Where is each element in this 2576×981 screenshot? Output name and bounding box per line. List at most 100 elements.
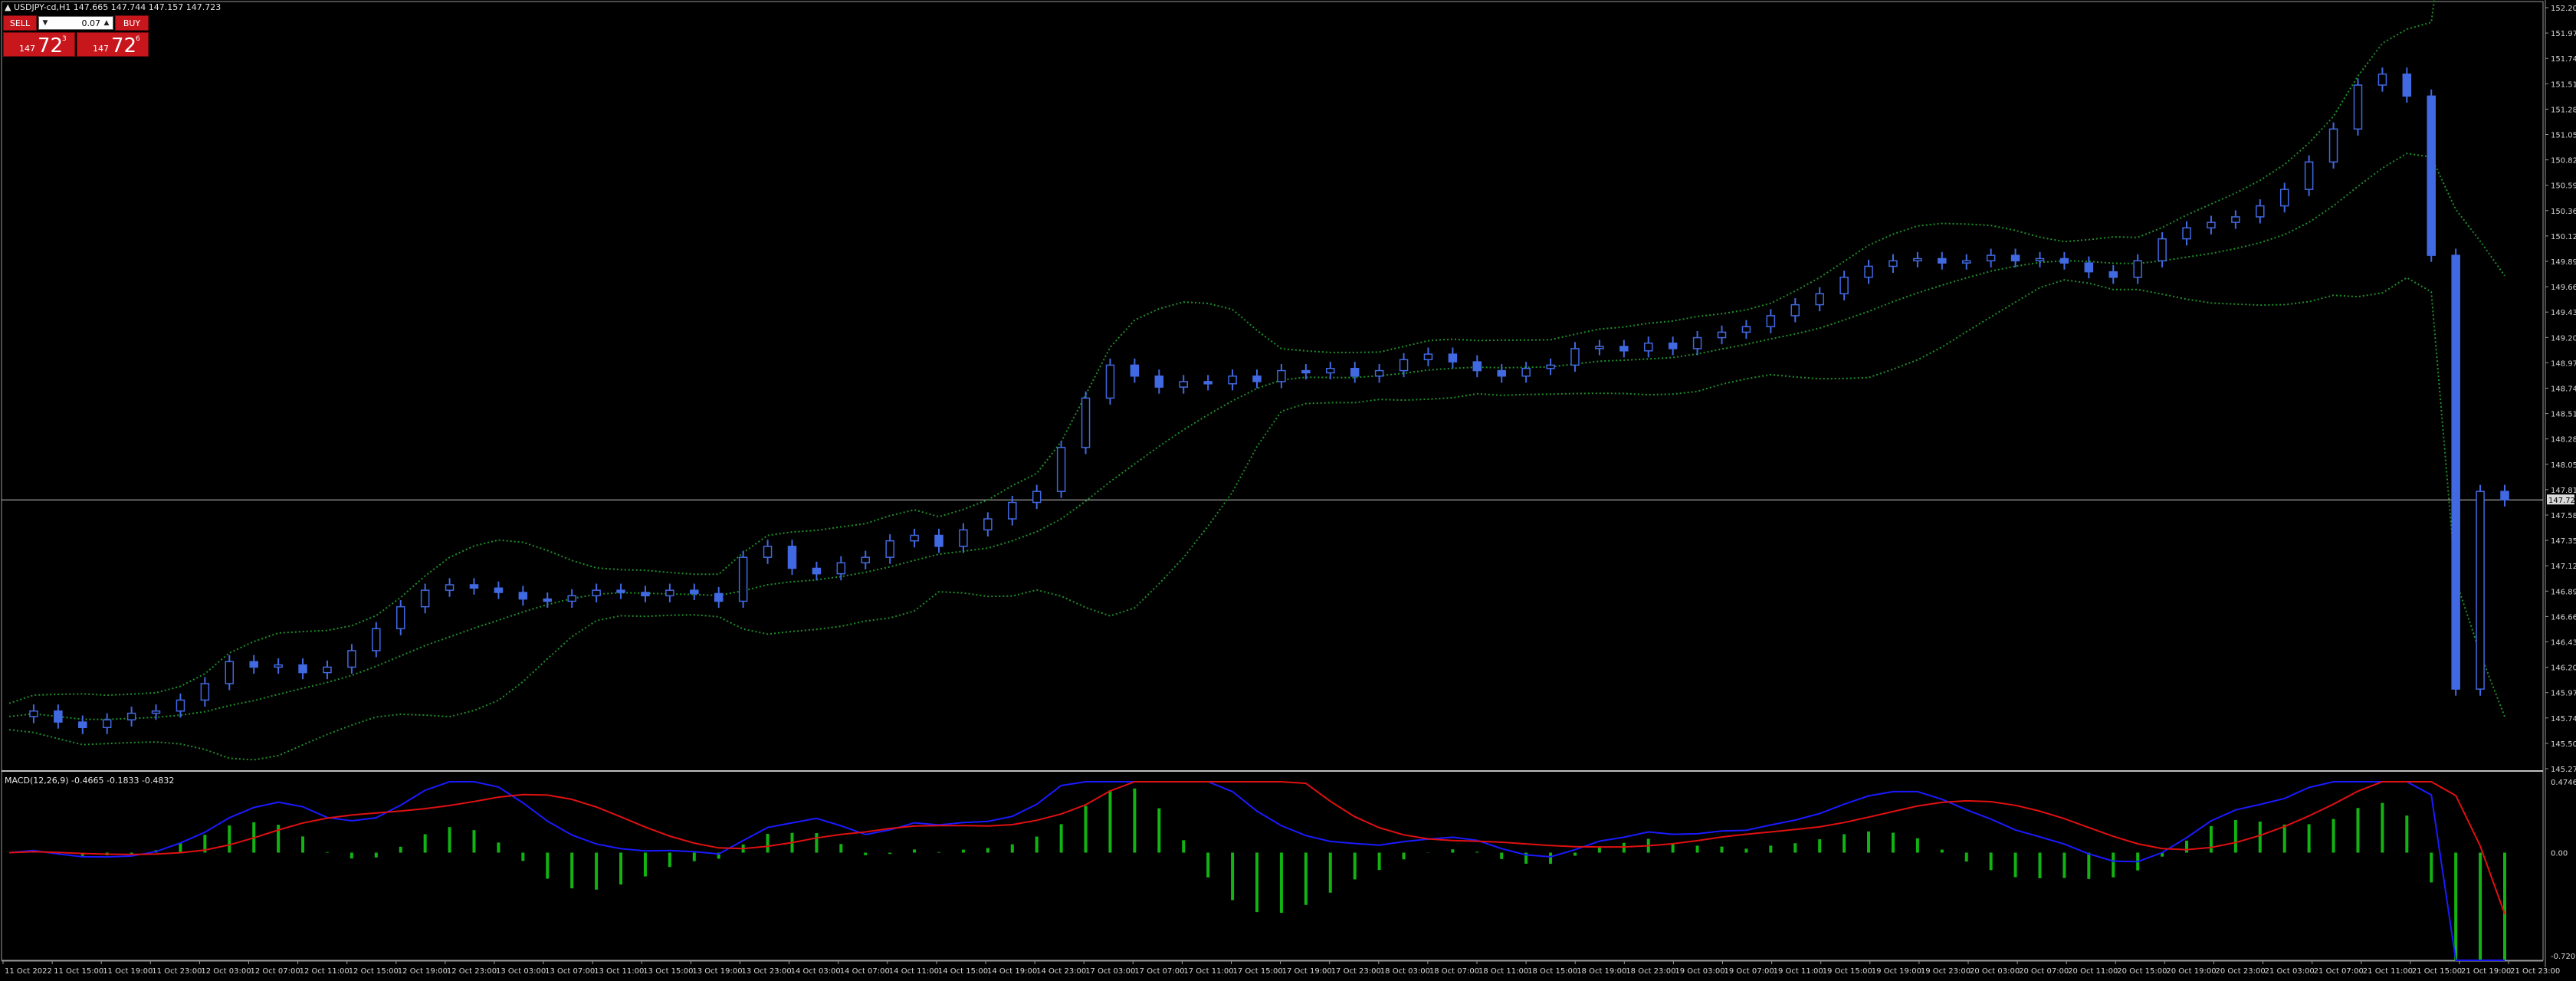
candle-body — [690, 589, 699, 595]
bid-price-prefix: 147 — [19, 44, 35, 54]
candle-body — [469, 584, 479, 589]
sell-button[interactable]: SELL — [3, 15, 37, 31]
candle-body — [2279, 189, 2289, 207]
trade-panel-top-row: SELL ▼ 0.07 ▲ BUY — [3, 15, 149, 31]
candle-body — [934, 534, 943, 547]
price-axis-label: 147.355 — [2551, 537, 2576, 546]
candle-body — [2476, 490, 2485, 690]
volume-increase-arrow-icon[interactable]: ▲ — [103, 19, 110, 27]
candle-body — [1448, 353, 1458, 363]
candle-body — [323, 666, 332, 674]
time-axis-label: 18 Oct 19:00 — [1577, 967, 1626, 976]
price-axis-label: 145.275 — [2551, 766, 2576, 774]
time-axis-label: 18 Oct 23:00 — [1626, 967, 1675, 976]
price-axis-label: 151.050 — [2551, 132, 2576, 140]
candle-body — [494, 587, 504, 593]
time-axis-label: 19 Oct 03:00 — [1675, 967, 1724, 976]
candle-body — [1986, 254, 1996, 262]
candle-body — [1864, 265, 1873, 278]
candle-body — [200, 683, 210, 701]
bid-price-pips: 72 — [38, 34, 64, 57]
time-axis-label: 12 Oct 07:00 — [251, 967, 300, 976]
ask-price-fraction: 6 — [136, 35, 140, 43]
time-axis-label: 12 Oct 11:00 — [300, 967, 349, 976]
candle-body — [2158, 238, 2167, 262]
volume-decrease-arrow-icon[interactable]: ▼ — [42, 19, 48, 27]
candle-body — [885, 540, 894, 558]
price-axis-label: 145.740 — [2551, 715, 2576, 723]
time-axis-label: 11 Oct 2022 — [5, 967, 52, 976]
candle-body — [543, 598, 553, 602]
price-axis-label: 149.895 — [2551, 258, 2576, 267]
candle-body — [1423, 353, 1433, 360]
time-axis-label: 21 Oct 15:00 — [2412, 967, 2462, 976]
candle-body — [2377, 73, 2387, 86]
buy-price-box[interactable]: 147 72 6 — [77, 32, 149, 57]
time-axis-label: 13 Oct 19:00 — [692, 967, 742, 976]
candle-body — [249, 661, 258, 668]
candle-body — [1154, 375, 1164, 388]
bid-price-fraction: 3 — [62, 35, 67, 43]
candle-body — [2353, 84, 2363, 130]
candle-body — [1815, 293, 1824, 306]
bollinger-lower-band — [8, 277, 2505, 761]
time-axis-label: 19 Oct 19:00 — [1872, 967, 1921, 976]
macd-axis-label: 0.4746 — [2551, 779, 2576, 787]
candle-body — [1008, 501, 1017, 520]
candle-body — [1326, 367, 1335, 374]
time-axis-label: 20 Oct 11:00 — [2068, 967, 2118, 976]
candle-body — [1595, 346, 1604, 349]
candle-body — [225, 661, 235, 684]
time-axis-label: 17 Oct 07:00 — [1134, 967, 1184, 976]
current-price-tag — [2547, 494, 2574, 505]
candle-body — [29, 710, 38, 717]
time-axis-label: 21 Oct 03:00 — [2265, 967, 2315, 976]
price-axis-label: 148.050 — [2551, 461, 2576, 470]
candle-body — [2304, 161, 2314, 190]
price-axis-label: 146.200 — [2551, 664, 2576, 673]
time-axis-label: 12 Oct 15:00 — [349, 967, 399, 976]
chart-title: ▲ USDJPY-cd,H1 147.665 147.744 147.157 1… — [5, 2, 222, 12]
price-axis-label: 150.360 — [2551, 208, 2576, 216]
candle-body — [395, 605, 405, 630]
time-axis-label: 11 Oct 23:00 — [152, 967, 202, 976]
macd-signal-line — [8, 781, 2505, 914]
time-axis-label: 13 Oct 03:00 — [496, 967, 546, 976]
macd-axis-label: -0.7209 — [2551, 953, 2576, 961]
volume-value[interactable]: 0.07 — [81, 18, 101, 28]
candle-body — [54, 710, 63, 723]
candle-body — [1938, 258, 1947, 264]
sell-price-box[interactable]: 147 72 3 — [3, 32, 75, 57]
time-axis-label: 21 Oct 07:00 — [2314, 967, 2364, 976]
ask-price-prefix: 147 — [93, 44, 109, 54]
price-axis-label: 151.975 — [2551, 30, 2576, 38]
price-axis-label: 152.205 — [2551, 5, 2576, 13]
time-axis-label: 14 Oct 03:00 — [791, 967, 841, 976]
candle-body — [2451, 254, 2460, 690]
price-axis-label: 148.970 — [2551, 359, 2576, 368]
candle-body — [2182, 227, 2191, 240]
candle-body — [567, 595, 576, 602]
time-axis-label: 20 Oct 03:00 — [1970, 967, 2020, 976]
time-axis-label: 21 Oct 11:00 — [2363, 967, 2413, 976]
time-axis-label: 14 Oct 15:00 — [938, 967, 988, 976]
buy-button[interactable]: BUY — [115, 15, 149, 31]
candle-body — [2035, 258, 2045, 262]
time-axis-label: 21 Oct 19:00 — [2461, 967, 2511, 976]
volume-field[interactable]: ▼ 0.07 ▲ — [38, 16, 113, 30]
candle-body — [1741, 326, 1751, 333]
time-axis-label: 13 Oct 15:00 — [643, 967, 693, 976]
price-axis-label: 150.125 — [2551, 233, 2576, 241]
time-axis-label: 13 Oct 11:00 — [594, 967, 644, 976]
price-axis-label: 148.740 — [2551, 386, 2576, 394]
candle-body — [1546, 364, 1555, 369]
candle-body — [2402, 73, 2412, 97]
price-axis-label: 146.430 — [2551, 639, 2576, 648]
candle-body — [102, 719, 112, 729]
candle-body — [1056, 447, 1066, 492]
candle-body — [1374, 369, 1384, 377]
candle-body — [151, 710, 161, 714]
candle-body — [2133, 260, 2142, 278]
time-axis-label: 17 Oct 19:00 — [1282, 967, 1332, 976]
